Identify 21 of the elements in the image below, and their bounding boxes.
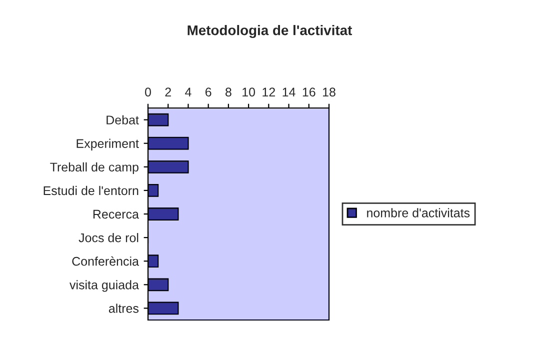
y-tick-label: Conferència (72, 256, 139, 266)
x-tick-label: 8 (226, 88, 232, 96)
x-tick-label: 10 (242, 88, 256, 96)
legend-label: nombre d'activitats (367, 208, 470, 218)
y-tick-label: altres (108, 304, 139, 313)
x-tick-label: 12 (262, 88, 275, 96)
y-tick-label: Treball de camp (50, 162, 138, 174)
x-tick-label: 18 (323, 88, 336, 96)
x-tick-label: 4 (185, 88, 192, 96)
y-tick-label: Jocs de rol (78, 233, 138, 242)
y-tick-label: visita guiada (70, 280, 139, 292)
x-tick-label: 14 (282, 88, 296, 96)
x-tick-label: 2 (165, 88, 171, 96)
y-tick-label: Debat (106, 115, 139, 124)
chart-title: Metodologia de l'activitat (188, 25, 352, 38)
y-tick-label: Recerca (93, 210, 139, 219)
y-tick-label: Experiment (76, 138, 139, 150)
x-tick-label: 6 (205, 88, 212, 96)
x-tick-label: 16 (302, 88, 316, 96)
y-tick-label: Estudi de l'entorn (44, 186, 138, 196)
x-tick-label: 0 (145, 88, 151, 96)
